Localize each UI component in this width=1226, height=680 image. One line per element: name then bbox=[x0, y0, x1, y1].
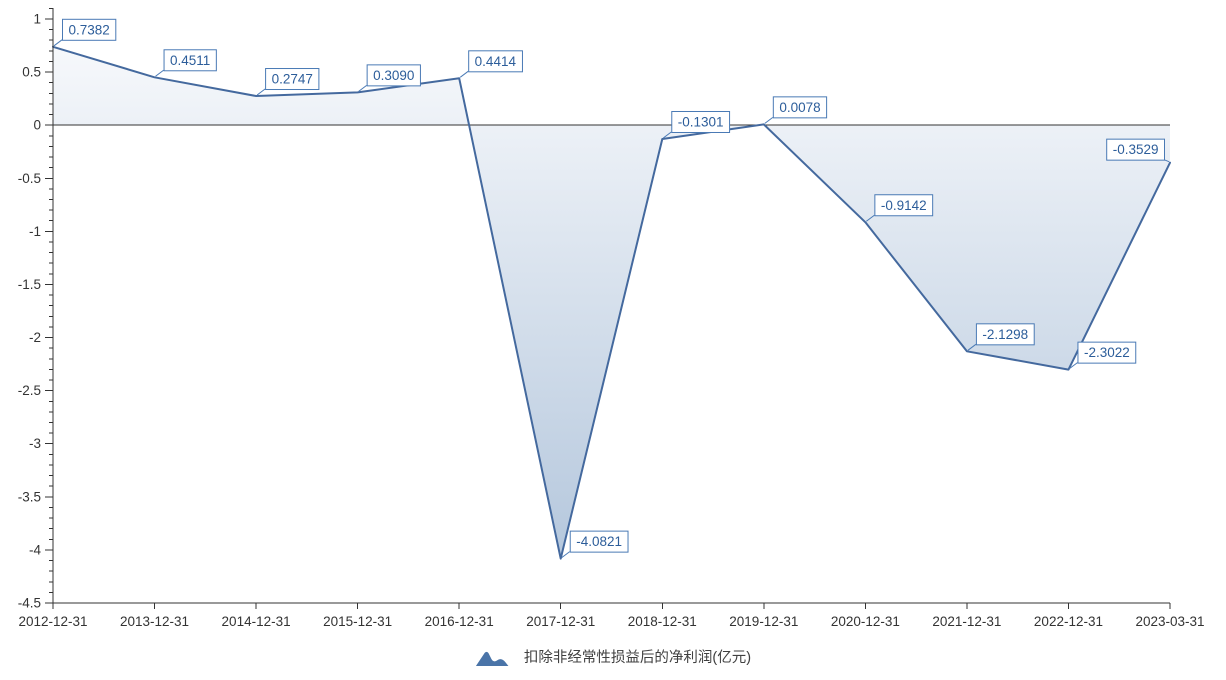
svg-text:-0.3529: -0.3529 bbox=[1113, 142, 1159, 157]
data-point-label: -2.3022 bbox=[1077, 341, 1137, 364]
y-tick-label: -1.5 bbox=[18, 277, 41, 292]
data-point-label: -4.0821 bbox=[569, 530, 629, 553]
x-tick-label: 2020-12-31 bbox=[831, 614, 900, 629]
x-tick-label: 2016-12-31 bbox=[425, 614, 494, 629]
x-tick-label: 2021-12-31 bbox=[932, 614, 1001, 629]
x-tick-label: 2019-12-31 bbox=[729, 614, 798, 629]
y-tick-label: 0 bbox=[33, 118, 41, 133]
svg-text:0.4414: 0.4414 bbox=[475, 54, 517, 69]
x-tick-label: 2017-12-31 bbox=[526, 614, 595, 629]
data-point-label: -0.9142 bbox=[874, 194, 934, 217]
svg-text:0.4511: 0.4511 bbox=[170, 53, 210, 68]
data-point-label: -0.3529 bbox=[1106, 138, 1165, 161]
svg-text:-4.0821: -4.0821 bbox=[576, 534, 622, 549]
svg-text:-2.3022: -2.3022 bbox=[1084, 345, 1130, 360]
x-tick-label: 2014-12-31 bbox=[222, 614, 291, 629]
svg-text:0.7382: 0.7382 bbox=[69, 22, 110, 37]
y-tick-label: -4 bbox=[29, 542, 41, 557]
y-tick-label: -3 bbox=[29, 436, 41, 451]
legend-label: 扣除非经常性损益后的净利润(亿元) bbox=[523, 650, 752, 666]
svg-text:-0.1301: -0.1301 bbox=[678, 114, 724, 129]
data-point-label: 0.7382 bbox=[62, 18, 117, 41]
data-point-label: 0.2747 bbox=[265, 68, 320, 91]
data-point-label: 0.4511 bbox=[163, 49, 217, 72]
data-point-label: -2.1298 bbox=[975, 323, 1035, 346]
data-point-label: 0.0078 bbox=[772, 96, 828, 119]
data-point-label: 0.3090 bbox=[366, 64, 421, 87]
x-tick-label: 2015-12-31 bbox=[323, 614, 392, 629]
y-tick-label: -1 bbox=[29, 224, 41, 239]
svg-text:0.3090: 0.3090 bbox=[373, 68, 414, 83]
y-tick-label: -0.5 bbox=[18, 171, 41, 186]
data-point-label: 0.4414 bbox=[468, 50, 523, 73]
svg-text:0.2747: 0.2747 bbox=[272, 72, 313, 87]
x-tick-label: 2018-12-31 bbox=[628, 614, 697, 629]
y-tick-label: -2.5 bbox=[18, 383, 41, 398]
svg-text:-0.9142: -0.9142 bbox=[881, 198, 927, 213]
x-tick-label: 2013-12-31 bbox=[120, 614, 189, 629]
y-tick-label: 0.5 bbox=[22, 65, 41, 80]
svg-text:0.0078: 0.0078 bbox=[779, 100, 820, 115]
y-tick-label: 1 bbox=[33, 12, 41, 27]
x-tick-label: 2012-12-31 bbox=[18, 614, 87, 629]
legend-item[interactable]: 扣除非经常性损益后的净利润(亿元) bbox=[475, 649, 751, 667]
x-tick-label: 2023-03-31 bbox=[1135, 614, 1204, 629]
area-series-icon bbox=[475, 651, 509, 666]
svg-text:-2.1298: -2.1298 bbox=[982, 327, 1028, 342]
y-tick-label: -4.5 bbox=[18, 596, 41, 611]
x-tick-label: 2022-12-31 bbox=[1034, 614, 1103, 629]
data-point-label: -0.1301 bbox=[671, 110, 731, 133]
y-tick-label: -3.5 bbox=[18, 489, 41, 504]
y-tick-label: -2 bbox=[29, 330, 41, 345]
